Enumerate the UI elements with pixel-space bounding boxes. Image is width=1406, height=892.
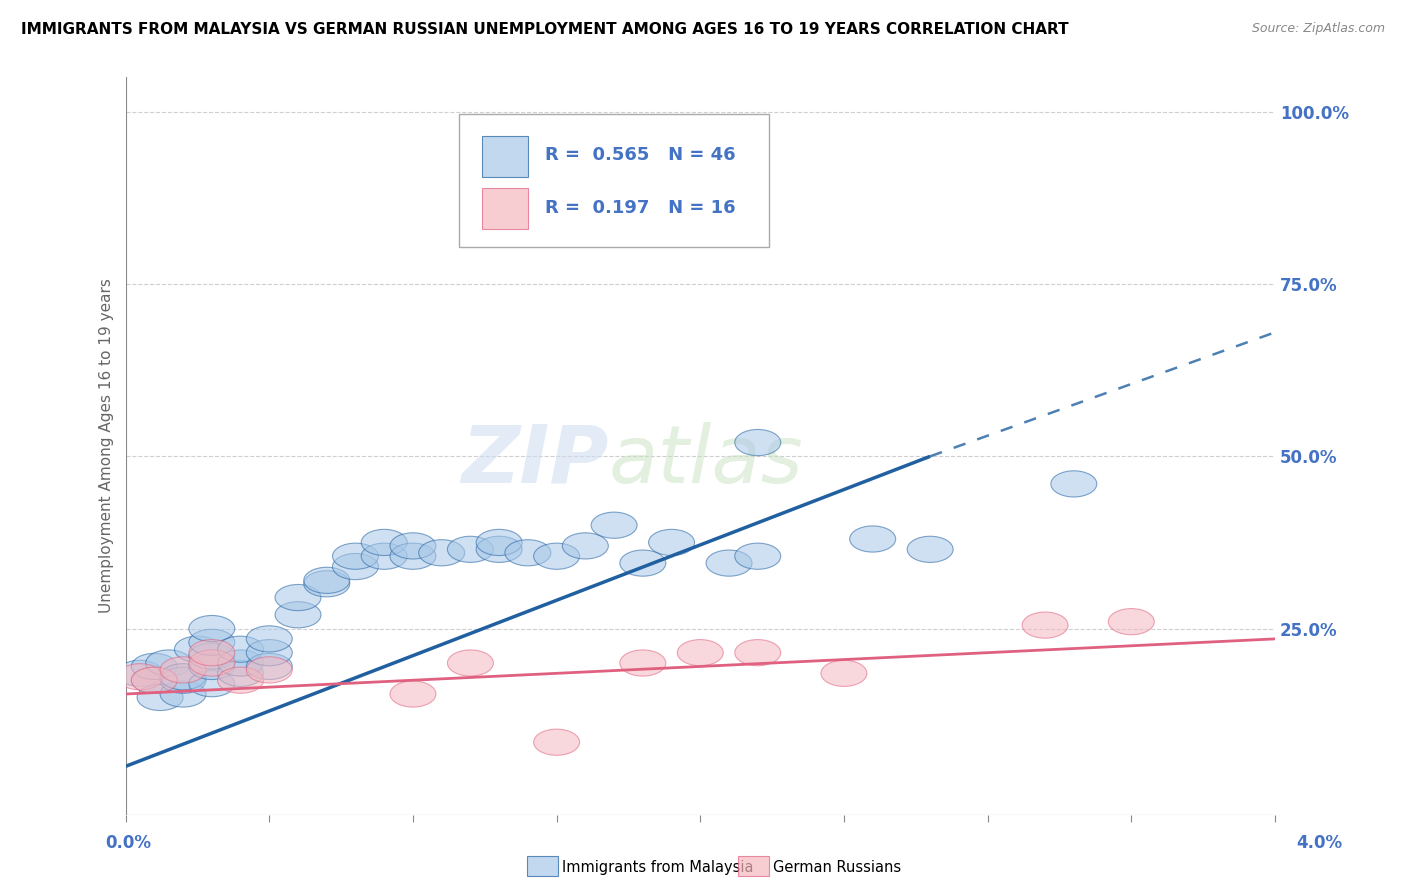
Ellipse shape: [304, 567, 350, 593]
Ellipse shape: [276, 602, 321, 628]
Ellipse shape: [907, 536, 953, 563]
Ellipse shape: [138, 684, 183, 711]
Text: ZIP: ZIP: [461, 422, 609, 500]
Ellipse shape: [246, 657, 292, 683]
Ellipse shape: [678, 640, 723, 665]
Ellipse shape: [188, 650, 235, 676]
Ellipse shape: [218, 667, 263, 693]
Ellipse shape: [188, 629, 235, 656]
Ellipse shape: [419, 540, 464, 566]
Ellipse shape: [648, 529, 695, 556]
Ellipse shape: [389, 533, 436, 559]
Ellipse shape: [361, 543, 408, 569]
Ellipse shape: [276, 584, 321, 611]
Text: Source: ZipAtlas.com: Source: ZipAtlas.com: [1251, 22, 1385, 36]
FancyBboxPatch shape: [482, 188, 527, 228]
Ellipse shape: [1050, 471, 1097, 497]
Ellipse shape: [562, 533, 609, 559]
Ellipse shape: [534, 543, 579, 569]
Text: R =  0.197   N = 16: R = 0.197 N = 16: [546, 199, 735, 217]
FancyBboxPatch shape: [458, 114, 769, 247]
Ellipse shape: [218, 636, 263, 663]
Ellipse shape: [591, 512, 637, 538]
Ellipse shape: [361, 529, 408, 556]
Ellipse shape: [534, 729, 579, 756]
Ellipse shape: [505, 540, 551, 566]
Ellipse shape: [447, 650, 494, 676]
Ellipse shape: [735, 640, 780, 665]
Ellipse shape: [160, 681, 207, 707]
Ellipse shape: [389, 543, 436, 569]
Text: 4.0%: 4.0%: [1296, 834, 1343, 852]
Text: IMMIGRANTS FROM MALAYSIA VS GERMAN RUSSIAN UNEMPLOYMENT AMONG AGES 16 TO 19 YEAR: IMMIGRANTS FROM MALAYSIA VS GERMAN RUSSI…: [21, 22, 1069, 37]
Ellipse shape: [706, 550, 752, 576]
Ellipse shape: [246, 626, 292, 652]
Ellipse shape: [447, 536, 494, 563]
Ellipse shape: [188, 615, 235, 641]
Ellipse shape: [304, 571, 350, 597]
Ellipse shape: [160, 664, 207, 690]
Ellipse shape: [477, 536, 522, 563]
Ellipse shape: [131, 653, 177, 680]
Ellipse shape: [735, 543, 780, 569]
Ellipse shape: [477, 529, 522, 556]
Ellipse shape: [160, 667, 207, 693]
Y-axis label: Unemployment Among Ages 16 to 19 years: Unemployment Among Ages 16 to 19 years: [100, 278, 114, 614]
Ellipse shape: [218, 660, 263, 687]
Ellipse shape: [131, 667, 177, 693]
Ellipse shape: [146, 650, 191, 676]
Ellipse shape: [332, 553, 378, 580]
Ellipse shape: [849, 526, 896, 552]
Ellipse shape: [246, 640, 292, 665]
Text: Immigrants from Malaysia: Immigrants from Malaysia: [562, 860, 754, 874]
Ellipse shape: [188, 640, 235, 665]
Ellipse shape: [1022, 612, 1069, 638]
Ellipse shape: [1108, 608, 1154, 635]
Ellipse shape: [821, 660, 868, 687]
Ellipse shape: [218, 650, 263, 676]
Ellipse shape: [188, 671, 235, 697]
Ellipse shape: [620, 550, 666, 576]
Ellipse shape: [188, 653, 235, 680]
Ellipse shape: [160, 657, 207, 683]
Ellipse shape: [389, 681, 436, 707]
Ellipse shape: [188, 643, 235, 669]
Ellipse shape: [620, 650, 666, 676]
Ellipse shape: [332, 543, 378, 569]
Ellipse shape: [131, 667, 177, 693]
Text: R =  0.565   N = 46: R = 0.565 N = 46: [546, 145, 735, 164]
Text: atlas: atlas: [609, 422, 803, 500]
Text: German Russians: German Russians: [773, 860, 901, 874]
FancyBboxPatch shape: [482, 136, 527, 177]
Ellipse shape: [735, 429, 780, 456]
Ellipse shape: [174, 636, 221, 663]
Text: 0.0%: 0.0%: [105, 834, 152, 852]
Ellipse shape: [117, 664, 163, 690]
Ellipse shape: [117, 660, 163, 687]
Ellipse shape: [246, 653, 292, 680]
